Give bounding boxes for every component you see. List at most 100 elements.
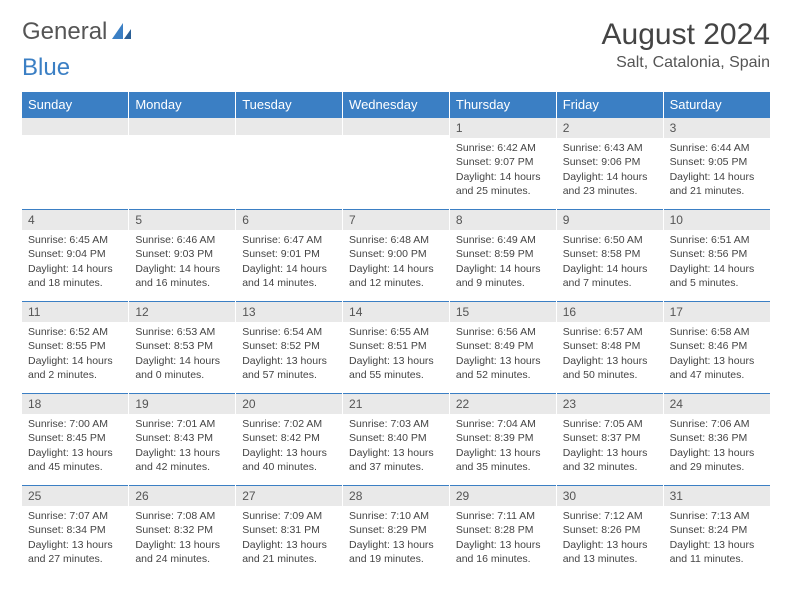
day-number: 27 <box>236 485 342 506</box>
logo: General <box>22 18 135 46</box>
calendar-week-row: 1Sunrise: 6:42 AMSunset: 9:07 PMDaylight… <box>22 117 770 209</box>
day-content: Sunrise: 7:08 AMSunset: 8:32 PMDaylight:… <box>129 506 235 572</box>
day-content: Sunrise: 6:47 AMSunset: 9:01 PMDaylight:… <box>236 230 342 296</box>
sunset-text: Sunset: 8:43 PM <box>135 431 229 445</box>
sunrise-text: Sunrise: 6:42 AM <box>456 141 550 155</box>
day-number: 30 <box>557 485 663 506</box>
daylight-text: Daylight: 13 hours <box>670 354 764 368</box>
sunrise-text: Sunrise: 7:09 AM <box>242 509 336 523</box>
day-content: Sunrise: 7:09 AMSunset: 8:31 PMDaylight:… <box>236 506 342 572</box>
day-number: 28 <box>343 485 449 506</box>
sunrise-text: Sunrise: 6:49 AM <box>456 233 550 247</box>
day-cell <box>22 117 129 209</box>
sunrise-text: Sunrise: 7:00 AM <box>28 417 122 431</box>
daylight-text: Daylight: 14 hours <box>670 262 764 276</box>
day-number: 26 <box>129 485 235 506</box>
day-cell: 15Sunrise: 6:56 AMSunset: 8:49 PMDayligh… <box>449 301 556 393</box>
daylight-text: Daylight: 14 hours <box>456 170 550 184</box>
day-number: 23 <box>557 393 663 414</box>
weekday-header: Sunday <box>22 92 129 117</box>
daylight-text: Daylight: 13 hours <box>349 538 443 552</box>
sunset-text: Sunset: 8:58 PM <box>563 247 657 261</box>
day-cell: 13Sunrise: 6:54 AMSunset: 8:52 PMDayligh… <box>236 301 343 393</box>
day-cell: 23Sunrise: 7:05 AMSunset: 8:37 PMDayligh… <box>556 393 663 485</box>
day-content: Sunrise: 7:02 AMSunset: 8:42 PMDaylight:… <box>236 414 342 480</box>
sunset-text: Sunset: 9:00 PM <box>349 247 443 261</box>
day-number: 24 <box>664 393 770 414</box>
daylight-text: and 12 minutes. <box>349 276 443 290</box>
daylight-text: and 21 minutes. <box>242 552 336 566</box>
weekday-header: Monday <box>129 92 236 117</box>
sunrise-text: Sunrise: 7:11 AM <box>456 509 550 523</box>
day-cell: 27Sunrise: 7:09 AMSunset: 8:31 PMDayligh… <box>236 485 343 577</box>
day-number: 4 <box>22 209 128 230</box>
day-content: Sunrise: 7:11 AMSunset: 8:28 PMDaylight:… <box>450 506 556 572</box>
daylight-text: and 40 minutes. <box>242 460 336 474</box>
day-number: 18 <box>22 393 128 414</box>
daylight-text: and 45 minutes. <box>28 460 122 474</box>
daylight-text: Daylight: 13 hours <box>242 354 336 368</box>
day-cell: 3Sunrise: 6:44 AMSunset: 9:05 PMDaylight… <box>663 117 770 209</box>
day-cell <box>343 117 450 209</box>
daylight-text: Daylight: 13 hours <box>242 538 336 552</box>
sunrise-text: Sunrise: 6:50 AM <box>563 233 657 247</box>
sunset-text: Sunset: 8:48 PM <box>563 339 657 353</box>
day-cell: 18 Sunrise: 7:00 AMSunset: 8:45 PMDayligh… <box>22 393 129 485</box>
weekday-header: Thursday <box>449 92 556 117</box>
day-content: Sunrise: 7:13 AMSunset: 8:24 PMDaylight:… <box>664 506 770 572</box>
day-cell: 11Sunrise: 6:52 AMSunset: 8:55 PMDayligh… <box>22 301 129 393</box>
sunrise-text: Sunrise: 7:07 AM <box>28 509 122 523</box>
day-number: 1 <box>450 117 556 138</box>
sunset-text: Sunset: 8:31 PM <box>242 523 336 537</box>
sunrise-text: Sunrise: 6:48 AM <box>349 233 443 247</box>
daylight-text: and 57 minutes. <box>242 368 336 382</box>
day-content: Sunrise: 6:52 AMSunset: 8:55 PMDaylight:… <box>22 322 128 388</box>
sunset-text: Sunset: 9:07 PM <box>456 155 550 169</box>
day-content: Sunrise: 6:49 AMSunset: 8:59 PMDaylight:… <box>450 230 556 296</box>
sunrise-text: Sunrise: 6:56 AM <box>456 325 550 339</box>
day-number: 2 <box>557 117 663 138</box>
day-content: Sunrise: 6:57 AMSunset: 8:48 PMDaylight:… <box>557 322 663 388</box>
daylight-text: and 27 minutes. <box>28 552 122 566</box>
day-cell: 9Sunrise: 6:50 AMSunset: 8:58 PMDaylight… <box>556 209 663 301</box>
daylight-text: and 35 minutes. <box>456 460 550 474</box>
day-cell: 16Sunrise: 6:57 AMSunset: 8:48 PMDayligh… <box>556 301 663 393</box>
empty-day-bar <box>129 117 235 135</box>
day-content: Sunrise: 7:04 AMSunset: 8:39 PMDaylight:… <box>450 414 556 480</box>
day-number: 3 <box>664 117 770 138</box>
daylight-text: Daylight: 13 hours <box>28 446 122 460</box>
daylight-text: Daylight: 13 hours <box>456 538 550 552</box>
day-content: Sunrise: 6:44 AMSunset: 9:05 PMDaylight:… <box>664 138 770 204</box>
daylight-text: Daylight: 13 hours <box>563 446 657 460</box>
daylight-text: Daylight: 14 hours <box>563 170 657 184</box>
sunset-text: Sunset: 9:01 PM <box>242 247 336 261</box>
day-cell: 17Sunrise: 6:58 AMSunset: 8:46 PMDayligh… <box>663 301 770 393</box>
day-number: 22 <box>450 393 556 414</box>
day-cell <box>236 117 343 209</box>
sunset-text: Sunset: 8:37 PM <box>563 431 657 445</box>
day-content: Sunrise: 6:50 AMSunset: 8:58 PMDaylight:… <box>557 230 663 296</box>
sunrise-text: Sunrise: 7:10 AM <box>349 509 443 523</box>
day-content: Sunrise: 6:42 AMSunset: 9:07 PMDaylight:… <box>450 138 556 204</box>
day-content: Sunrise: 7:06 AMSunset: 8:36 PMDaylight:… <box>664 414 770 480</box>
day-content: Sunrise: 6:48 AMSunset: 9:00 PMDaylight:… <box>343 230 449 296</box>
sunset-text: Sunset: 8:39 PM <box>456 431 550 445</box>
day-cell: 2Sunrise: 6:43 AMSunset: 9:06 PMDaylight… <box>556 117 663 209</box>
sunset-text: Sunset: 8:26 PM <box>563 523 657 537</box>
day-number: 31 <box>664 485 770 506</box>
daylight-text: and 9 minutes. <box>456 276 550 290</box>
day-content: Sunrise: 6:55 AMSunset: 8:51 PMDaylight:… <box>343 322 449 388</box>
day-content: Sunrise: 7:12 AMSunset: 8:26 PMDaylight:… <box>557 506 663 572</box>
daylight-text: Daylight: 13 hours <box>563 538 657 552</box>
sunset-text: Sunset: 8:52 PM <box>242 339 336 353</box>
day-content: Sunrise: 7:03 AMSunset: 8:40 PMDaylight:… <box>343 414 449 480</box>
sunrise-text: Sunrise: 7:03 AM <box>349 417 443 431</box>
sunset-text: Sunset: 9:05 PM <box>670 155 764 169</box>
day-content: Sunrise: 6:45 AMSunset: 9:04 PMDaylight:… <box>22 230 128 296</box>
calendar-table: Sunday Monday Tuesday Wednesday Thursday… <box>22 92 770 577</box>
daylight-text: and 16 minutes. <box>135 276 229 290</box>
day-content: Sunrise: 6:58 AMSunset: 8:46 PMDaylight:… <box>664 322 770 388</box>
day-cell: 26Sunrise: 7:08 AMSunset: 8:32 PMDayligh… <box>129 485 236 577</box>
daylight-text: Daylight: 14 hours <box>456 262 550 276</box>
sunset-text: Sunset: 8:45 PM <box>28 431 122 445</box>
